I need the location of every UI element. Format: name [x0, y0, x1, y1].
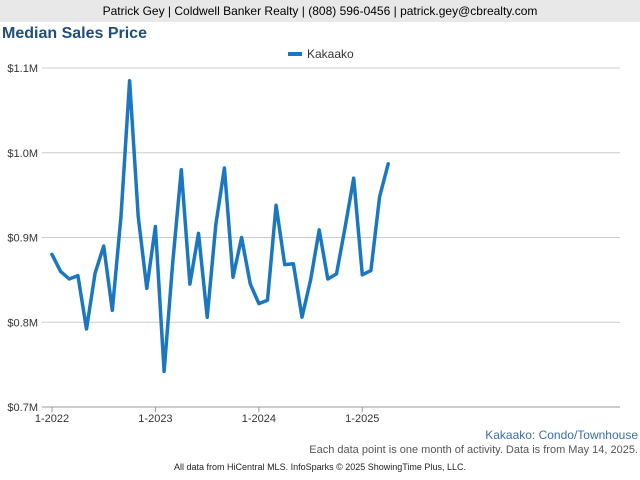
data-point — [240, 236, 243, 239]
data-point — [249, 282, 252, 286]
data-point — [102, 244, 105, 248]
data-point — [300, 315, 304, 319]
y-tick-label: $1.0M — [7, 148, 38, 160]
x-tick-label: 1-2022 — [35, 413, 69, 425]
data-point — [292, 262, 295, 265]
x-tick-label: 1-2025 — [345, 413, 379, 425]
data-point — [283, 263, 286, 266]
data-point — [111, 309, 114, 312]
data-point — [214, 223, 217, 226]
chart-title: Median Sales Price — [2, 25, 147, 42]
data-point — [119, 215, 123, 218]
data-point — [93, 271, 97, 275]
x-tick-label: 1-2024 — [242, 413, 276, 425]
data-point — [68, 277, 71, 281]
data-point — [274, 204, 278, 207]
data-point — [343, 226, 347, 229]
chart-subtitle: Kakaako: Condo/Townhouse — [485, 428, 638, 442]
data-point — [188, 282, 192, 286]
data-point — [361, 273, 364, 276]
y-tick-label: $0.7M — [7, 402, 38, 414]
data-point — [180, 168, 183, 171]
median-sales-price-chart: $0.7M $0.8M $0.9M $1.0M $1.1M 1-2022 1-2023 1-2… — [7, 47, 620, 425]
data-point — [266, 299, 269, 302]
data-point — [205, 315, 209, 319]
data-point — [231, 276, 235, 279]
data-point — [76, 274, 80, 277]
data-point — [154, 225, 157, 228]
data-point — [128, 79, 131, 82]
data-point — [85, 327, 88, 331]
data-point — [137, 215, 140, 218]
data-point — [335, 272, 338, 276]
chart-description: Each data point is one month of activity… — [309, 444, 638, 456]
data-point — [162, 370, 166, 373]
x-tick-label: 1-2023 — [138, 413, 172, 425]
data-point — [369, 269, 373, 272]
data-point — [50, 253, 54, 256]
y-tick-label: $0.8M — [7, 317, 38, 329]
data-point — [378, 195, 381, 199]
data-point — [197, 232, 200, 235]
data-point — [318, 228, 321, 232]
data-point — [171, 261, 174, 265]
legend-label: Kakaako — [307, 47, 354, 61]
y-tick-label: $0.9M — [7, 233, 38, 245]
data-point — [309, 278, 312, 282]
data-point — [352, 176, 355, 180]
footer-credit: All data from HiCentral MLS. InfoSparks … — [174, 462, 466, 472]
data-point — [223, 166, 226, 170]
data-point — [326, 277, 330, 281]
series-line-kakaako — [50, 78, 390, 374]
chart-notes: Kakaako: Condo/Townhouse Each data point… — [309, 428, 638, 458]
contact-header: Patrick Gey | Coldwell Banker Realty | (… — [0, 0, 640, 22]
y-tick-label: $1.1M — [7, 63, 38, 75]
data-point — [386, 162, 390, 165]
data-point — [145, 287, 149, 290]
data-point — [59, 270, 62, 273]
data-point — [257, 302, 261, 305]
